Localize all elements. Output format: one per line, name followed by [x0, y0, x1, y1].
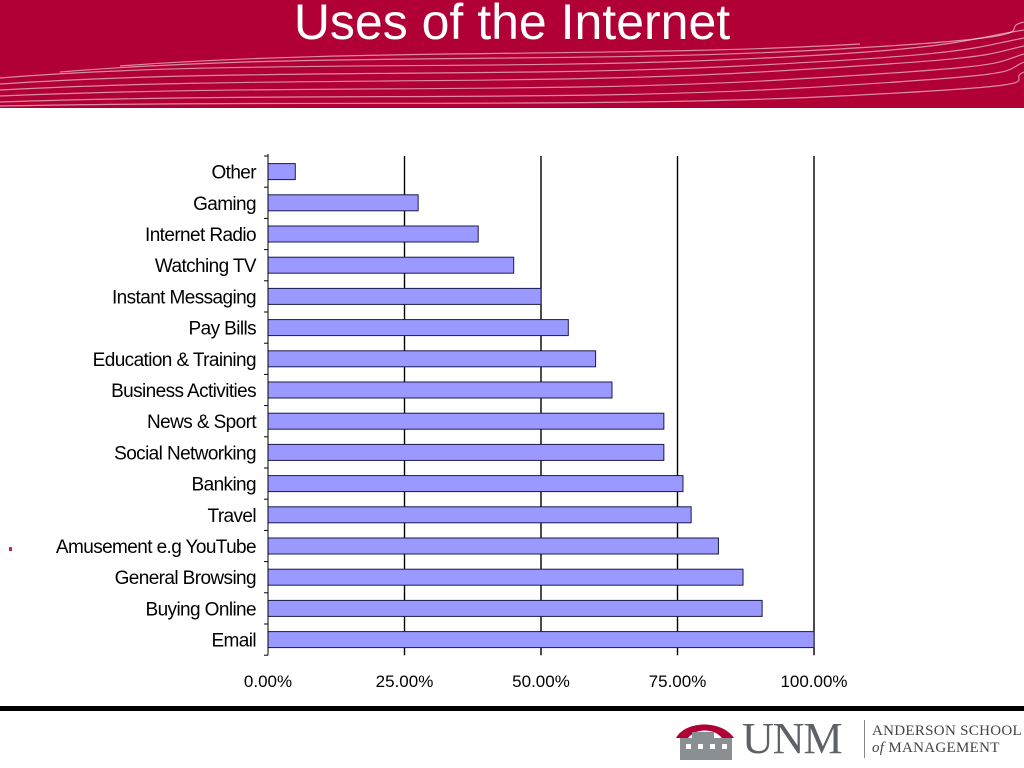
x-tick-label: 100.00%: [780, 672, 847, 691]
category-label: Business Activities: [111, 381, 256, 402]
stray-mark: [9, 547, 12, 551]
category-label: General Browsing: [115, 568, 256, 589]
category-label: Social Networking: [114, 443, 256, 464]
bar-chart: Other Gaming Internet Radio Watching TV Inst…: [0, 140, 1024, 700]
category-label: Education & Training: [93, 350, 256, 371]
category-label: Travel: [208, 506, 256, 527]
bar: [267, 412, 665, 430]
bar: [267, 256, 515, 274]
logo-school-line2: MANAGEMENT: [888, 740, 1000, 756]
header-swoosh-decoration: [0, 21, 1024, 107]
slide-header: Uses of the Internet: [0, 0, 1024, 108]
footer-divider: [0, 706, 1024, 711]
category-label: Instant Messaging: [112, 287, 256, 308]
bar: [267, 475, 684, 493]
category-label: Amusement e.g YouTube: [56, 537, 256, 558]
slide-title: Uses of the Internet: [293, 0, 731, 50]
x-tick-label: 25.00%: [376, 672, 434, 691]
category-label: Watching TV: [155, 256, 257, 277]
category-label: Gaming: [193, 194, 256, 215]
chart-svg: Other Gaming Internet Radio Watching TV Inst…: [56, 154, 848, 691]
logo-school-name: ANDERSON SCHOOL of MANAGEMENT: [872, 723, 1022, 757]
bar: [267, 599, 763, 617]
x-tick-label: 75.00%: [649, 672, 707, 691]
bar: [267, 568, 744, 586]
bar: [267, 506, 692, 524]
pueblo-building-icon: [676, 724, 734, 760]
category-label: News & Sport: [147, 412, 257, 433]
category-label: Internet Radio: [145, 225, 256, 246]
bar: [267, 287, 542, 305]
category-label: Buying Online: [146, 599, 257, 620]
logo-unm-text: UNM: [742, 714, 843, 763]
x-tick-label: 50.00%: [512, 672, 570, 691]
category-label: Email: [211, 631, 256, 652]
logo-school-of: of: [872, 740, 885, 756]
logo-divider: [864, 720, 865, 758]
bar: [267, 163, 296, 181]
bar: [267, 537, 719, 555]
bar: [267, 194, 419, 212]
category-label: Pay Bills: [189, 319, 257, 340]
logo-school-line1: ANDERSON SCHOOL: [872, 723, 1022, 739]
x-tick-label: 0.00%: [244, 672, 292, 691]
category-label: Banking: [192, 475, 256, 496]
bar: [267, 350, 597, 368]
bar: [267, 225, 479, 243]
bar: [267, 381, 613, 399]
category-label: Other: [211, 163, 257, 184]
bar: [267, 319, 569, 337]
bar: [267, 631, 815, 649]
unm-anderson-logo: UNM ANDERSON SCHOOL of MANAGEMENT: [672, 714, 1022, 763]
bar: [267, 443, 665, 461]
